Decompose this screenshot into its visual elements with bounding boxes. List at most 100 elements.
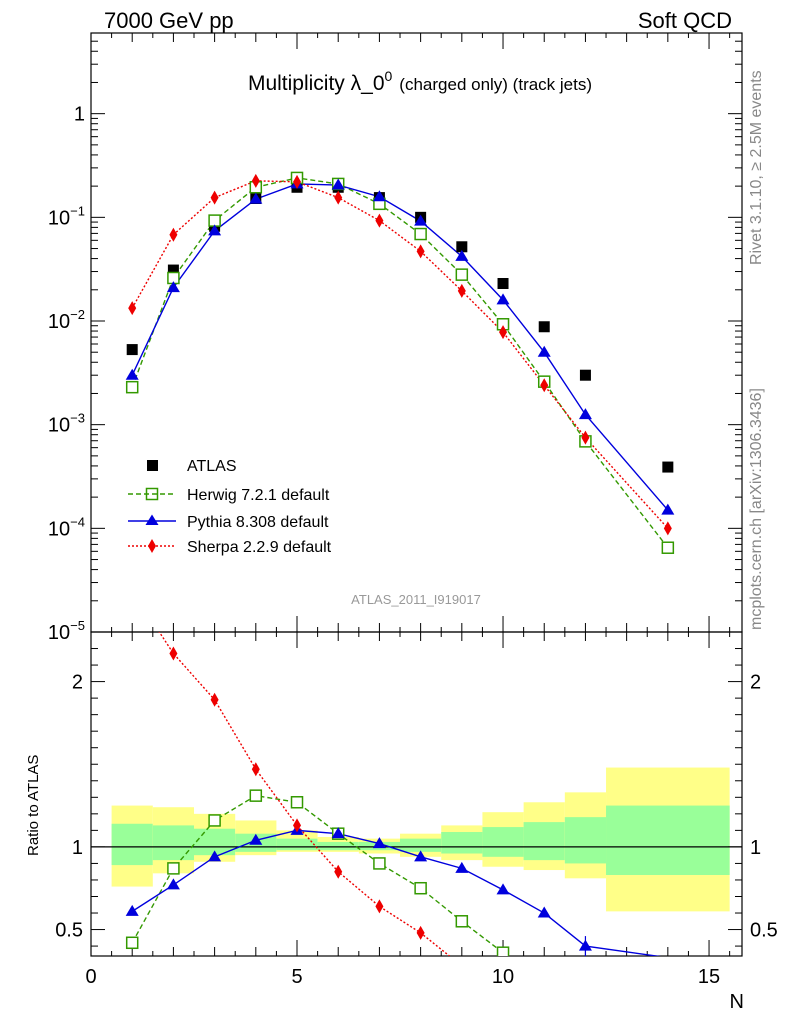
data-point-atlas [538, 321, 550, 333]
ratio-point-herwig [455, 915, 469, 928]
y-tick-label: 10−5 [48, 618, 85, 644]
data-point-atlas [497, 278, 509, 290]
uncertainty-band-inner [606, 805, 730, 875]
ratio-point-sherpa [169, 646, 178, 661]
uncertainty-band-inner [152, 825, 195, 861]
x-tick-label: 15 [698, 966, 720, 988]
legend-marker-pythia [145, 514, 159, 525]
data-point-sherpa [128, 301, 137, 316]
legend-marker-atlas [147, 460, 158, 471]
data-point-sherpa [581, 430, 590, 445]
ratio-point-sherpa [375, 899, 384, 914]
uncertainty-band-inner [482, 827, 524, 857]
data-point-herwig [455, 268, 469, 281]
ratio-point-herwig [414, 881, 427, 895]
uncertainty-band-inner [111, 823, 153, 866]
ratio-point-pythia [372, 837, 386, 849]
data-point-pythia [578, 408, 592, 420]
data-point-pythia [414, 214, 428, 226]
main-panel: 10−5 10−4 10−3 10−2 10−1 1 [48, 32, 743, 644]
legend-label-sherpa: Sherpa 2.2.9 default [187, 539, 332, 556]
data-point-atlas [126, 344, 138, 356]
analysis-id-label: ATLAS_2011_I919017 [351, 592, 481, 607]
ratio-point-sherpa [416, 925, 425, 940]
ratio-point-pythia [125, 904, 139, 916]
uncertainty-band-inner [564, 817, 607, 864]
data-point-sherpa [416, 244, 425, 259]
ratio-point-pythia [414, 850, 428, 862]
data-point-pythia [125, 368, 139, 380]
data-point-pythia [496, 293, 510, 305]
data-point-pythia [166, 281, 180, 293]
ratio-point-sherpa [251, 762, 260, 777]
rivet-version-label: Rivet 3.1.10, ≥ 2.5M events [748, 70, 765, 265]
data-point-pythia [372, 190, 386, 202]
ratio-point-pythia [249, 833, 263, 845]
data-point-pythia [455, 249, 469, 261]
ratio-y-tick-label-right: 2 [750, 672, 761, 694]
ratio-panel: 0 5 10 15 0.5 0.5 1 1 2 2 [55, 631, 778, 988]
category-label: Soft QCD [638, 8, 732, 33]
energy-label: 7000 GeV pp [104, 8, 234, 33]
data-point-atlas [456, 241, 468, 253]
ratio-y-tick-label-right: 1 [750, 837, 761, 859]
legend-marker-herwig [145, 487, 159, 501]
ratio-point-herwig [373, 857, 386, 870]
title-superscript: 0 [385, 68, 393, 84]
legend-label-atlas: ATLAS [187, 458, 237, 475]
legend: ATLAS Herwig 7.2.1 default Pythia 8.308 … [128, 458, 332, 556]
data-point-sherpa [251, 173, 260, 188]
ratio-point-sherpa [334, 864, 343, 879]
chart-title: Multiplicity λ_00 (charged only) (track j… [248, 68, 592, 95]
y-tick-label: 10−4 [48, 514, 85, 540]
data-point-atlas [662, 461, 674, 473]
ratio-point-pythia [496, 883, 510, 895]
data-point-sherpa [334, 190, 343, 205]
title-subtitle: (charged only) (track jets) [399, 75, 592, 94]
ratio-frame [90, 631, 743, 957]
ratio-point-pythia [537, 906, 551, 918]
data-point-sherpa [169, 227, 178, 242]
ratio-line-sherpa [158, 632, 450, 956]
legend-label-herwig: Herwig 7.2.1 default [187, 487, 330, 504]
data-point-sherpa [293, 174, 302, 189]
ratio-y-tick-label: 0.5 [55, 920, 83, 942]
x-axis-title: N [730, 991, 744, 1013]
y-tick-label: 1 [74, 104, 85, 126]
data-point-sherpa [499, 325, 508, 340]
uncertainty-band-inner [441, 832, 483, 854]
legend-label-pythia: Pythia 8.308 default [187, 514, 329, 531]
ratio-y-tick-label: 1 [72, 837, 83, 859]
ratio-point-pythia [455, 861, 469, 873]
data-point-pythia [661, 503, 675, 515]
data-point-herwig [414, 227, 427, 241]
mcplots-label: mcplots.cern.ch [arXiv:1306.3436] [748, 388, 765, 630]
uncertainty-band-inner [317, 841, 359, 851]
data-point-sherpa [457, 283, 466, 298]
data-point-atlas [167, 264, 179, 276]
x-tick-label: 10 [492, 966, 514, 988]
data-point-pythia [331, 178, 345, 190]
ratio-point-herwig [290, 796, 304, 809]
data-point-sherpa [540, 378, 549, 393]
ratio-y-tick-label-right: 0.5 [750, 920, 778, 942]
ratio-point-sherpa [210, 692, 219, 707]
y-tick-label: 10−2 [48, 307, 85, 333]
legend-marker-sherpa [148, 539, 156, 553]
data-point-pythia [249, 192, 263, 204]
data-point-pythia [537, 345, 551, 357]
ratio-y-tick-label: 2 [72, 672, 83, 694]
ratio-series-group [125, 632, 662, 956]
data-point-atlas [579, 369, 591, 381]
ratio-line-herwig [131, 794, 504, 954]
ratio-point-pythia [208, 850, 222, 862]
ratio-axis-title: Ratio to ATLAS [25, 755, 42, 856]
ratio-point-pythia [331, 827, 345, 839]
data-point-sherpa [375, 213, 384, 228]
uncertainty-band-inner [523, 822, 565, 861]
data-point-herwig [125, 380, 139, 394]
data-point-herwig [661, 541, 675, 554]
uncertainty-band-inner [276, 838, 318, 851]
ratio-point-pythia [166, 878, 180, 890]
uncertainty-band-inner [400, 838, 442, 852]
